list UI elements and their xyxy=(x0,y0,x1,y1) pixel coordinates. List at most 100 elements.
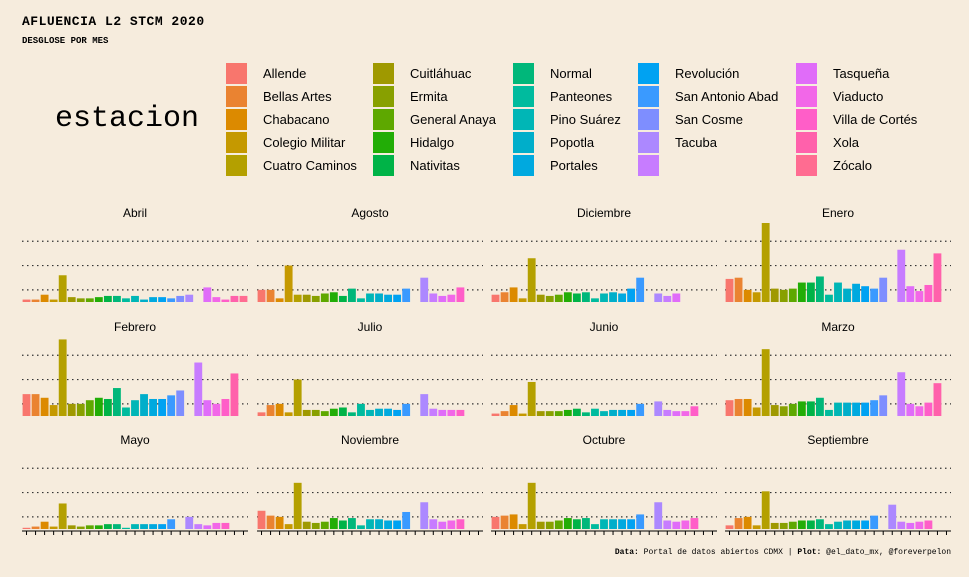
bar xyxy=(834,521,842,529)
legend-item: Chabacano xyxy=(226,108,330,130)
bar xyxy=(591,524,599,529)
legend-key xyxy=(796,154,817,176)
facet-title: Agosto xyxy=(351,206,389,220)
bar xyxy=(122,298,130,302)
bar xyxy=(131,524,139,529)
legend-key xyxy=(638,154,659,176)
bar xyxy=(375,408,383,416)
bar xyxy=(609,292,617,302)
bar xyxy=(239,295,248,302)
facet-panel: Febrero xyxy=(22,320,248,416)
bar xyxy=(402,288,411,302)
bar xyxy=(149,297,157,302)
legend-item: Cuatro Caminos xyxy=(226,154,357,176)
bar xyxy=(257,289,266,302)
bar xyxy=(897,521,906,529)
bar xyxy=(636,277,645,302)
caption-plot-label: Plot: xyxy=(797,548,822,557)
bar xyxy=(293,294,302,302)
bar xyxy=(843,288,851,302)
bar xyxy=(384,520,392,529)
bar xyxy=(663,295,672,302)
bar xyxy=(447,409,456,416)
bar xyxy=(654,293,663,302)
bar xyxy=(429,408,438,416)
bar xyxy=(779,406,788,416)
bar xyxy=(167,298,176,302)
bar xyxy=(672,521,681,529)
bar xyxy=(627,519,636,529)
bar xyxy=(40,397,49,416)
bar xyxy=(22,394,31,416)
bar xyxy=(311,295,320,302)
legend-item: Villa de Cortés xyxy=(796,108,918,130)
bar xyxy=(203,400,212,416)
bar xyxy=(770,288,779,302)
legend-label: Villa de Cortés xyxy=(833,111,918,127)
bar xyxy=(518,298,527,302)
legend-item: Ermita xyxy=(373,85,448,107)
bar xyxy=(420,502,429,529)
bar xyxy=(816,519,824,529)
legend-title: estacion xyxy=(55,102,200,136)
bar xyxy=(94,297,103,302)
bar xyxy=(212,297,221,302)
legend-label: Ermita xyxy=(410,88,448,104)
bar xyxy=(140,394,148,416)
bar xyxy=(897,249,906,302)
bar xyxy=(212,403,221,416)
bar xyxy=(915,291,924,302)
bar xyxy=(636,514,645,529)
facet-panel: Noviembre xyxy=(257,433,483,535)
bar xyxy=(582,518,590,529)
bar xyxy=(348,518,356,529)
bar xyxy=(31,299,40,302)
bar xyxy=(140,524,148,529)
bar xyxy=(67,297,76,302)
caption-sep: | xyxy=(787,548,793,557)
bar xyxy=(366,519,374,529)
bar xyxy=(338,295,347,302)
bar xyxy=(221,299,230,302)
facet-title: Noviembre xyxy=(341,433,399,447)
bar xyxy=(752,525,761,529)
bar xyxy=(761,223,770,302)
bar xyxy=(924,520,933,529)
bar xyxy=(618,409,626,416)
legend-key xyxy=(796,85,817,107)
bar xyxy=(627,288,636,302)
bar xyxy=(122,527,130,529)
bar xyxy=(266,289,275,302)
legend-key xyxy=(513,85,534,107)
bar xyxy=(843,402,851,416)
facet-panel: Abril xyxy=(22,206,248,302)
bar xyxy=(591,298,599,302)
legend-item: Tasqueña xyxy=(796,62,889,84)
bar xyxy=(636,403,645,416)
legend-label: Revolución xyxy=(675,65,740,81)
bar xyxy=(49,405,58,416)
bar xyxy=(103,524,112,529)
bar xyxy=(491,294,500,302)
bar xyxy=(284,524,293,529)
bar xyxy=(600,411,608,416)
bar xyxy=(545,521,554,529)
bar xyxy=(429,293,438,302)
legend-item: Zócalo xyxy=(796,154,873,176)
legend-item: Cuitláhuac xyxy=(373,62,471,84)
bar xyxy=(113,524,121,529)
bar xyxy=(933,253,942,302)
bar xyxy=(725,278,734,302)
bar xyxy=(618,293,626,302)
bar xyxy=(40,294,49,302)
bar xyxy=(203,287,212,302)
bar xyxy=(357,298,365,302)
bar xyxy=(915,521,924,529)
legend-key xyxy=(373,131,394,153)
bar xyxy=(509,405,518,416)
legend-key xyxy=(796,62,817,84)
bar xyxy=(302,294,311,302)
legend-item: San Antonio Abad xyxy=(638,85,778,107)
legend-label: Colegio Militar xyxy=(263,134,346,150)
legend-label: Zócalo xyxy=(833,157,873,173)
